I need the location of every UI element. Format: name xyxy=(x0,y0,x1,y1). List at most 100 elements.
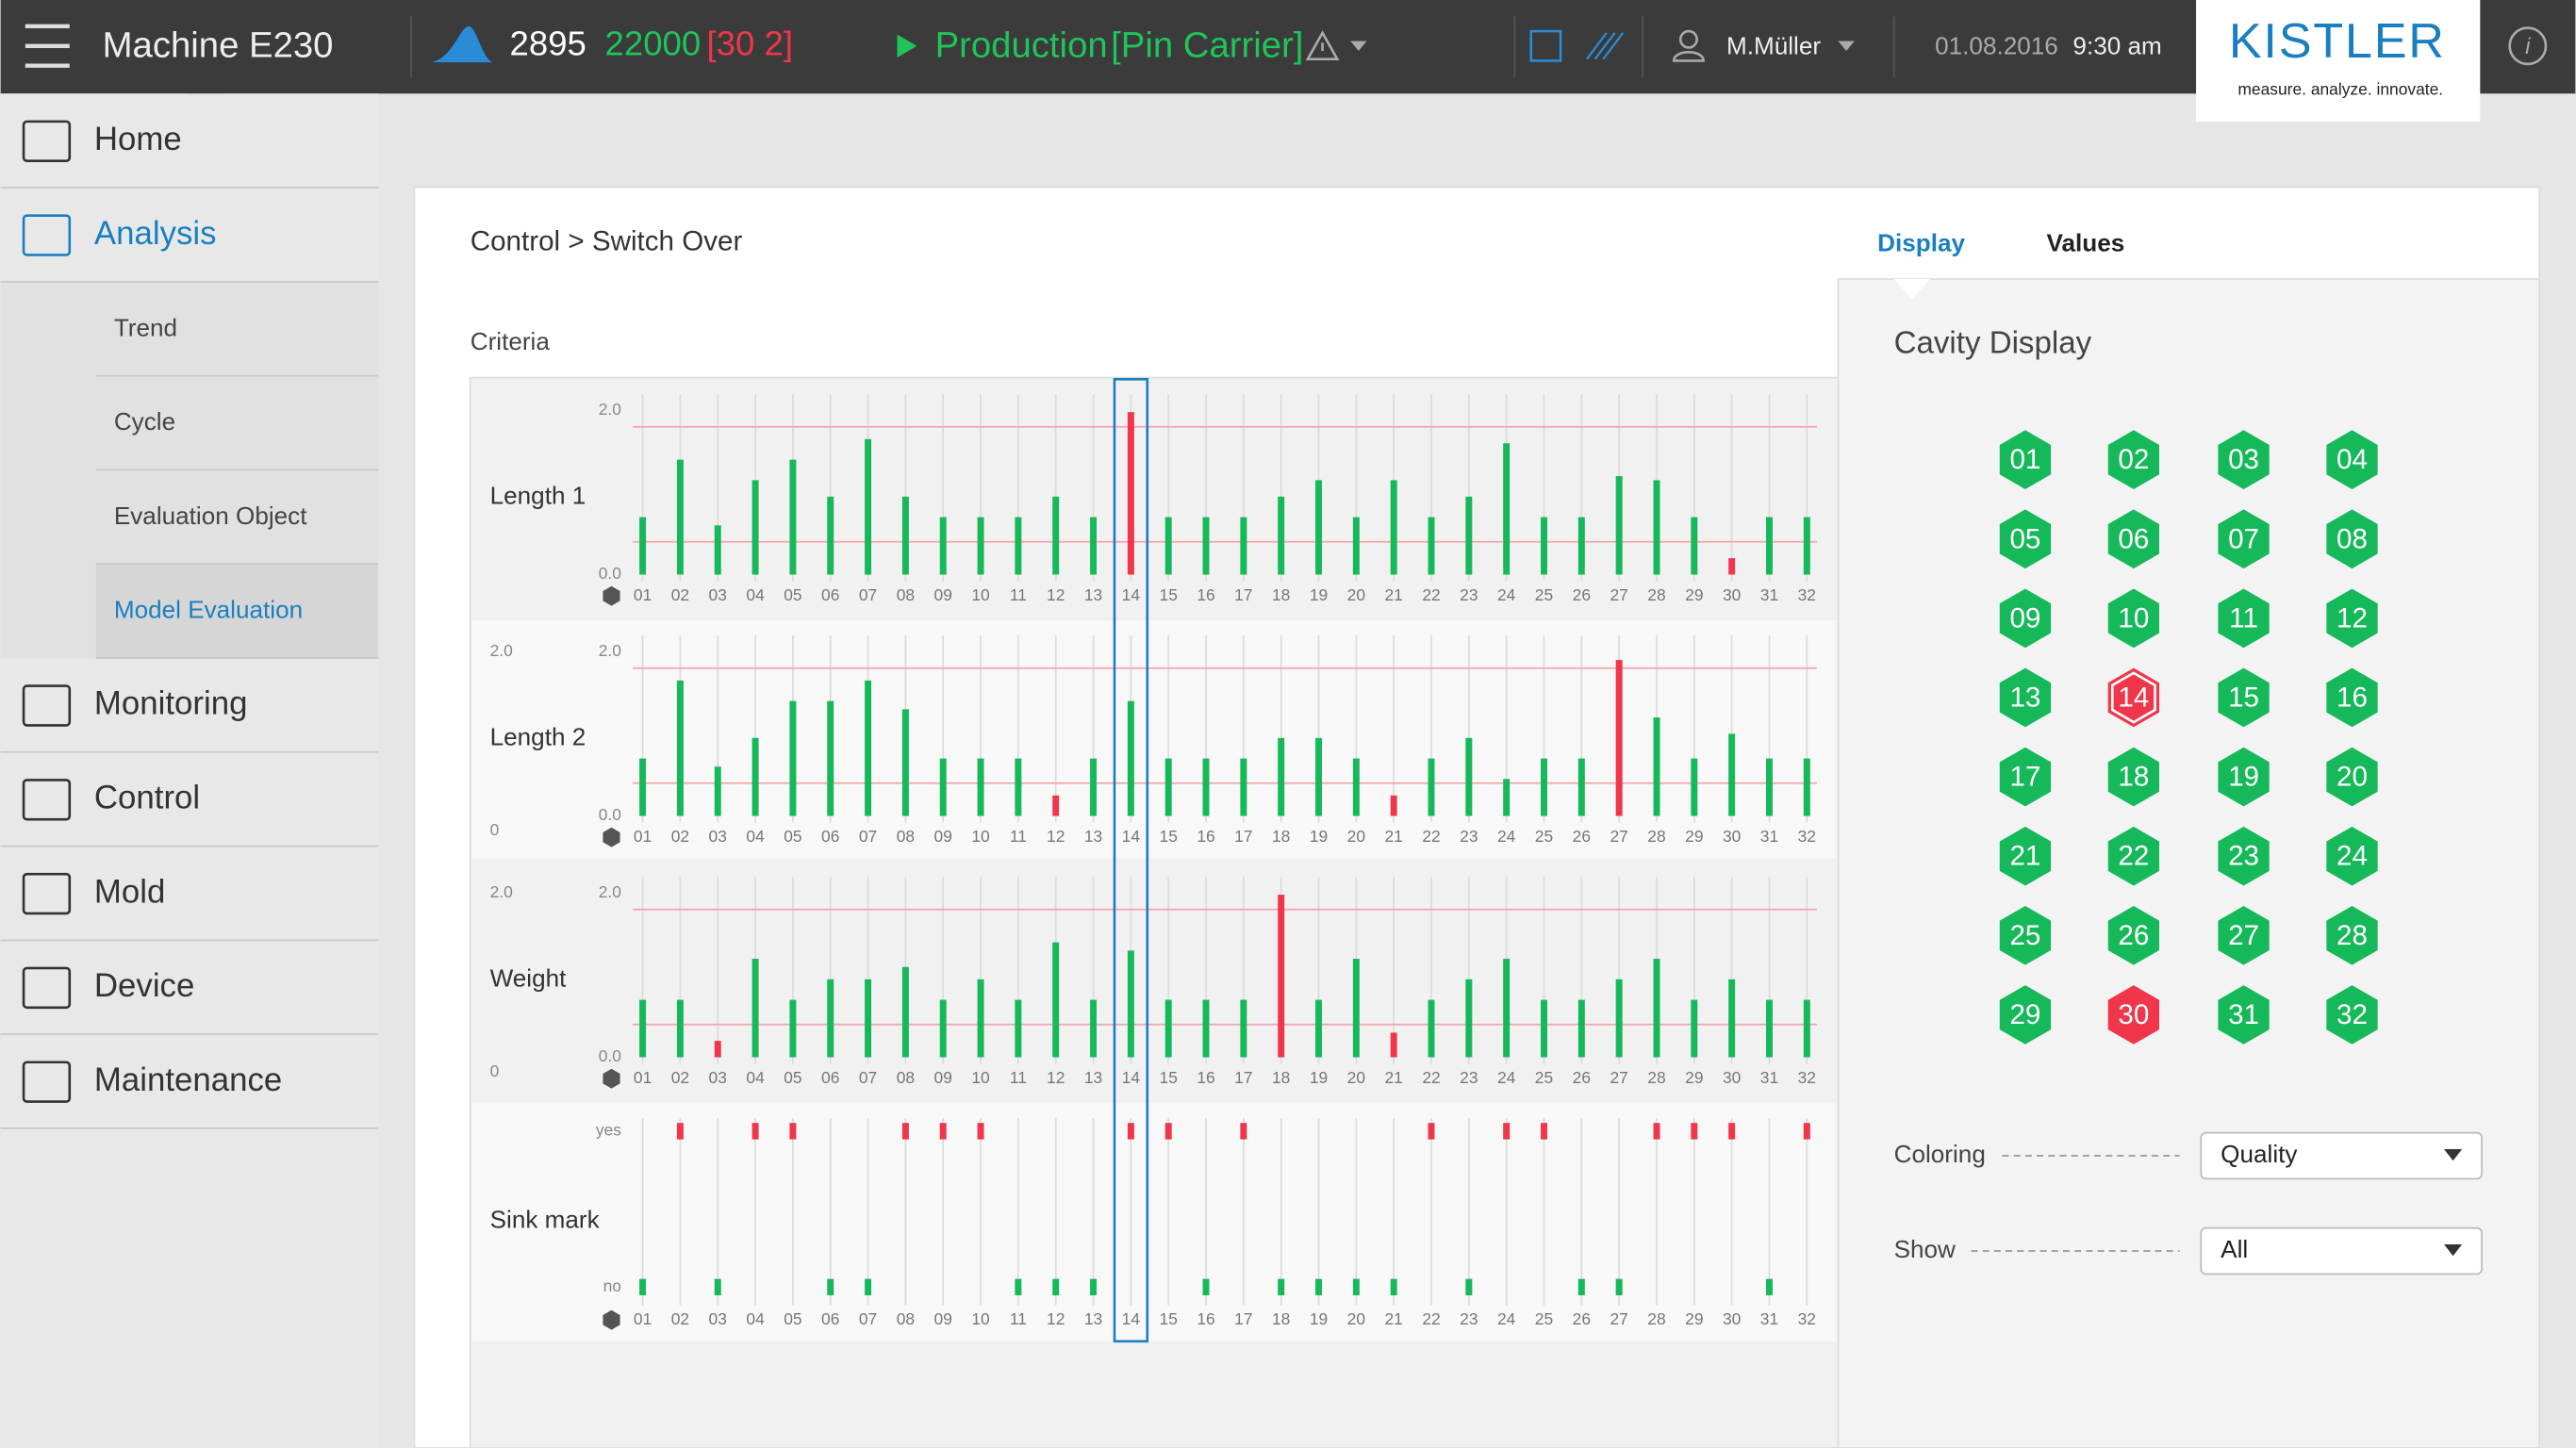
nav-item[interactable]: Home xyxy=(94,121,182,157)
subnav-item[interactable]: Evaluation Object xyxy=(114,502,307,530)
production-detail: [Pin Carrier] xyxy=(1111,25,1303,66)
cavity-label[interactable]: 19 xyxy=(2228,762,2259,793)
cavity-label[interactable]: 24 xyxy=(2337,841,2368,872)
x-tick-label: 18 xyxy=(1272,1068,1290,1087)
cavity-label[interactable]: 07 xyxy=(2228,523,2259,554)
cavity-label[interactable]: 09 xyxy=(2009,602,2040,634)
cavity-label[interactable]: 26 xyxy=(2118,920,2149,951)
bar xyxy=(1128,950,1134,1057)
x-tick-label: 31 xyxy=(1760,1309,1778,1328)
bar xyxy=(1728,558,1735,574)
cavity-label[interactable]: 22 xyxy=(2118,841,2149,872)
cavity-label[interactable]: 16 xyxy=(2337,683,2368,714)
x-tick-label: 24 xyxy=(1497,1309,1516,1328)
cavity-label[interactable]: 01 xyxy=(2009,444,2040,475)
cavity-label[interactable]: 23 xyxy=(2228,841,2259,872)
y-tick-label: no xyxy=(603,1276,621,1295)
mark xyxy=(1203,1279,1210,1295)
panel-title: Cavity Display xyxy=(1894,325,2092,360)
cavity-label[interactable]: 08 xyxy=(2337,523,2368,554)
bar xyxy=(1278,497,1284,575)
cavity-label[interactable]: 32 xyxy=(2337,999,2368,1030)
x-tick-label: 09 xyxy=(934,585,952,604)
x-tick-label: 05 xyxy=(784,1309,801,1328)
subnav-item[interactable]: Cycle xyxy=(114,407,175,436)
x-tick-label: 23 xyxy=(1460,827,1478,846)
nav-item[interactable]: Monitoring xyxy=(94,685,248,722)
x-tick-label: 17 xyxy=(1234,585,1252,604)
user-name[interactable]: M.Müller xyxy=(1726,31,1821,59)
bar xyxy=(902,709,909,815)
bar xyxy=(978,979,984,1058)
cavity-label[interactable]: 20 xyxy=(2337,762,2368,793)
cavity-label[interactable]: 21 xyxy=(2009,841,2040,872)
cycle-number: 2895 xyxy=(510,24,586,62)
cavity-label[interactable]: 30 xyxy=(2118,999,2149,1030)
mark xyxy=(1278,1279,1284,1295)
mark xyxy=(1503,1123,1510,1139)
cavity-label[interactable]: 25 xyxy=(2009,920,2040,951)
x-tick-label: 01 xyxy=(634,1309,652,1328)
field-label: Show xyxy=(1894,1235,1956,1263)
mark xyxy=(789,1123,796,1139)
cavity-label[interactable]: 05 xyxy=(2009,523,2040,554)
cavity-label[interactable]: 27 xyxy=(2228,920,2259,951)
cavity-label[interactable]: 02 xyxy=(2118,444,2149,475)
nav-item[interactable]: Mold xyxy=(94,873,165,910)
x-tick-label: 13 xyxy=(1084,1309,1102,1328)
cavity-label[interactable]: 13 xyxy=(2009,683,2040,714)
cavity-label[interactable]: 17 xyxy=(2009,762,2040,793)
x-tick-label: 14 xyxy=(1122,1309,1141,1328)
nav-item[interactable]: Control xyxy=(94,779,200,815)
cavity-label[interactable]: 14 xyxy=(2118,683,2149,714)
tab[interactable]: Display xyxy=(1877,228,1965,256)
dropdown-value[interactable]: All xyxy=(2221,1235,2248,1263)
tab[interactable]: Values xyxy=(2047,228,2125,256)
bar xyxy=(1728,979,1735,1058)
bar xyxy=(1128,701,1134,816)
subnav-item[interactable]: Model Evaluation xyxy=(114,596,303,624)
mark xyxy=(865,1279,871,1295)
x-tick-label: 02 xyxy=(671,1309,689,1328)
mark xyxy=(1804,1123,1810,1139)
cavity-label[interactable]: 31 xyxy=(2228,999,2259,1030)
x-tick-label: 10 xyxy=(971,1309,989,1328)
x-tick-label: 31 xyxy=(1760,585,1778,604)
cavity-label[interactable]: 06 xyxy=(2118,523,2149,554)
nav-item[interactable]: Analysis xyxy=(94,215,217,252)
bar xyxy=(865,439,871,575)
cavity-label[interactable]: 28 xyxy=(2337,920,2368,951)
subnav-item[interactable]: Trend xyxy=(114,313,177,341)
nav-item[interactable]: Device xyxy=(94,967,194,1004)
x-tick-label: 11 xyxy=(1010,1068,1027,1087)
nav-item[interactable]: Maintenance xyxy=(94,1061,282,1098)
bar xyxy=(902,967,909,1058)
bar xyxy=(827,979,834,1058)
x-tick-label: 15 xyxy=(1160,827,1178,846)
dropdown-value[interactable]: Quality xyxy=(2221,1140,2297,1168)
bar xyxy=(1391,480,1397,574)
x-tick-label: 21 xyxy=(1384,1068,1402,1087)
cavity-label[interactable]: 10 xyxy=(2118,602,2149,634)
cavity-label[interactable]: 11 xyxy=(2229,602,2258,634)
chart-row xyxy=(471,620,1836,859)
info-icon-glyph[interactable]: i xyxy=(2525,34,2531,59)
outer-tick-label: 2.0 xyxy=(490,882,513,901)
cavity-label[interactable]: 15 xyxy=(2228,683,2259,714)
x-tick-label: 19 xyxy=(1310,1309,1328,1328)
bar xyxy=(1315,738,1322,816)
bar xyxy=(1240,518,1247,575)
cavity-label[interactable]: 04 xyxy=(2337,444,2368,475)
cavity-label[interactable]: 29 xyxy=(2009,999,2040,1030)
mark xyxy=(752,1123,759,1139)
cavity-label[interactable]: 03 xyxy=(2228,444,2259,475)
x-tick-label: 19 xyxy=(1310,1068,1328,1087)
bar xyxy=(1015,1000,1021,1058)
x-tick-label: 32 xyxy=(1798,585,1816,604)
cavity-label[interactable]: 18 xyxy=(2118,762,2149,793)
x-tick-label: 30 xyxy=(1723,585,1741,604)
bar xyxy=(1578,518,1585,575)
x-tick-label: 08 xyxy=(897,1068,915,1087)
cavity-label[interactable]: 12 xyxy=(2337,602,2368,634)
x-tick-label: 21 xyxy=(1384,1309,1402,1328)
